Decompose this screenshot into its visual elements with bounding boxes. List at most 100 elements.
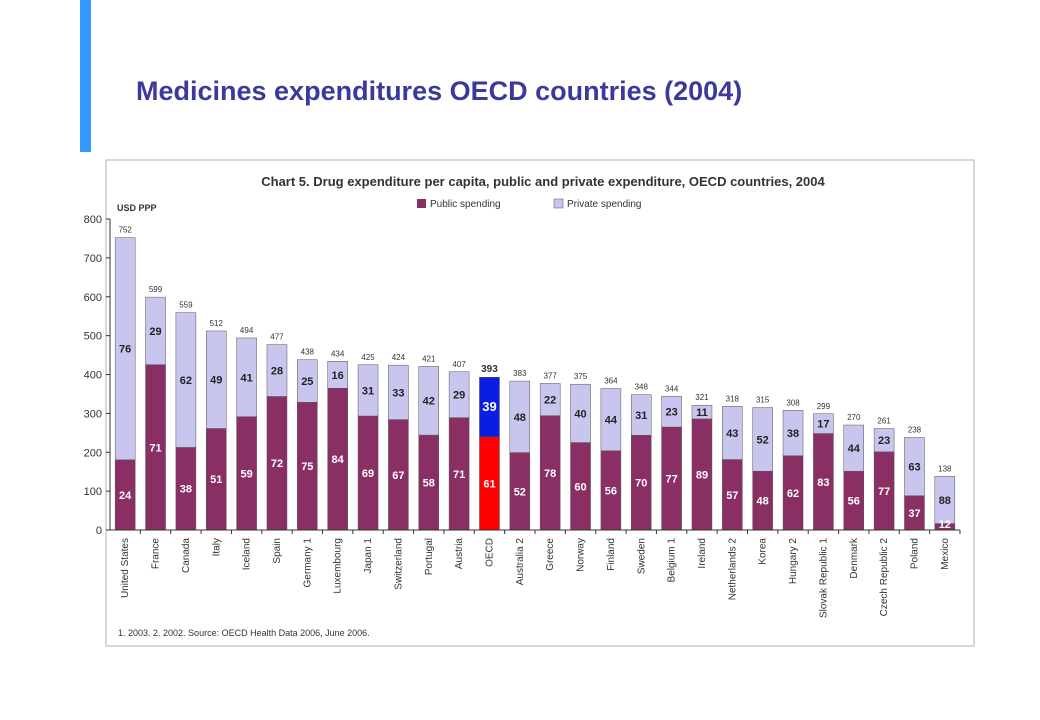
bar-private [691, 404, 713, 420]
x-tick-label: Finland [606, 538, 617, 571]
bar-label-public: 24 [119, 490, 132, 502]
bar-group: 89 11 321 [691, 393, 713, 531]
x-tick-label: Spain [272, 538, 283, 564]
x-tick-label: France [151, 538, 162, 570]
x-tick-label: United States [120, 538, 131, 598]
bar-label-public: 56 [848, 496, 860, 508]
bar-label-public: 77 [878, 486, 890, 498]
bar-label-private: 42 [423, 396, 435, 408]
bar-private [266, 344, 288, 397]
x-tick-label: Netherlands 2 [727, 538, 738, 601]
x-tick-label: Sweden [636, 538, 647, 574]
bar-label-private: 40 [574, 408, 586, 420]
bar-group: 78 22 377 [539, 371, 561, 531]
bar-label-public: 71 [453, 469, 465, 481]
bar-total-label: 421 [422, 354, 436, 363]
bar-private [236, 337, 257, 417]
bar-total-label: 315 [756, 396, 770, 405]
bar-total-label: 424 [392, 353, 406, 362]
bar-label-public: 51 [210, 474, 222, 486]
bar-private [570, 383, 591, 443]
chart-title: Chart 5. Drug expenditure per capita, pu… [261, 174, 825, 189]
bar-label-private: 39 [482, 399, 496, 414]
bar-private [539, 383, 561, 416]
bar-total-label: 321 [695, 393, 709, 402]
x-tick-label: Hungary 2 [788, 538, 799, 585]
bar-group: 38 62 559 [175, 301, 197, 531]
bar-private [175, 312, 197, 448]
x-tick-label: Australia 2 [515, 538, 526, 586]
bar-group: 71 29 407 [448, 360, 470, 531]
bar-group: 57 43 318 [722, 394, 743, 531]
bar-private [722, 406, 743, 460]
bar-label-public: 37 [908, 508, 920, 520]
bar-total-label: 138 [938, 464, 952, 473]
x-tick-label: Czech Republic 2 [879, 538, 890, 617]
bar-group: 71 29 599 [145, 285, 166, 531]
bar-group: 56 44 364 [600, 376, 622, 531]
x-tick-label: OECD [484, 538, 495, 567]
x-tick-label: Mexico [940, 538, 951, 570]
y-tick-label: 800 [84, 214, 102, 226]
bar-group: 60 40 375 [570, 372, 591, 531]
bar-label-private: 44 [605, 415, 618, 427]
x-tick-label: Ireland [697, 538, 708, 569]
bar-label-public: 83 [817, 477, 829, 489]
x-tick-label: Denmark [849, 537, 860, 579]
bar-private [418, 366, 439, 436]
bar-private [904, 437, 925, 497]
x-tick-label: Switzerland [393, 538, 404, 590]
bar-private [448, 371, 470, 418]
bar-total-label: 270 [847, 413, 861, 422]
bar-label-private: 29 [453, 390, 465, 402]
x-tick-label: Italy [211, 538, 222, 556]
bar-label-private: 22 [544, 395, 556, 407]
bar-private [934, 476, 956, 524]
y-tick-label: 200 [84, 447, 102, 459]
bar-private [661, 396, 682, 428]
x-tick-label: Poland [909, 538, 920, 569]
bar-label-private: 62 [180, 375, 192, 387]
bar-total-label: 438 [301, 348, 315, 357]
y-tick-label: 300 [84, 408, 102, 420]
bar-total-label: 238 [908, 425, 922, 434]
bar-group: 69 31 425 [357, 353, 379, 531]
bar-group: 51 49 512 [206, 319, 227, 531]
bar-total-label: 494 [240, 326, 254, 335]
bar-total-label: 425 [361, 353, 375, 362]
bar-group: 48 52 315 [752, 396, 773, 531]
bar-label-public: 84 [332, 454, 345, 466]
x-tick-label: Portugal [424, 538, 435, 575]
bar-label-public: 62 [787, 488, 799, 500]
bar-group: 83 17 299 [813, 402, 834, 531]
legend-swatch-public [417, 199, 426, 208]
bar-total-label: 407 [452, 360, 466, 369]
accent-bar [80, 0, 91, 152]
bar-private [114, 237, 136, 461]
bar-group: 56 44 270 [843, 413, 864, 531]
x-tick-label: Korea [758, 538, 769, 565]
bar-total-label: 559 [179, 301, 193, 310]
bar-label-private: 31 [635, 410, 647, 422]
bar-label-public: 69 [362, 468, 374, 480]
bar-label-private: 76 [119, 344, 131, 356]
bar-private [509, 380, 531, 453]
bar-label-public: 67 [392, 470, 404, 482]
bar-label-public: 57 [726, 490, 738, 502]
bar-total-label: 599 [149, 285, 163, 294]
y-axis: 0 100 200 300 400 500 600 700 800 [84, 214, 111, 537]
bar-label-public: 60 [574, 481, 586, 493]
bar-group: 24 76 752 [114, 226, 136, 531]
y-tick-label: 400 [84, 370, 102, 382]
bar-label-public: 48 [757, 496, 769, 508]
bar-private [631, 394, 652, 436]
bar-group: 58 42 421 [418, 354, 439, 531]
bar-group: 67 33 424 [388, 353, 409, 531]
bar-total-label: 308 [786, 398, 800, 407]
bar-group: 37 63 238 [904, 425, 925, 531]
bar-group: 61 39 393 [479, 364, 500, 531]
bar-group: 75 25 438 [297, 348, 318, 531]
bar-private [145, 296, 166, 365]
x-tick-label: Iceland [242, 538, 253, 570]
bar-private [297, 359, 318, 403]
